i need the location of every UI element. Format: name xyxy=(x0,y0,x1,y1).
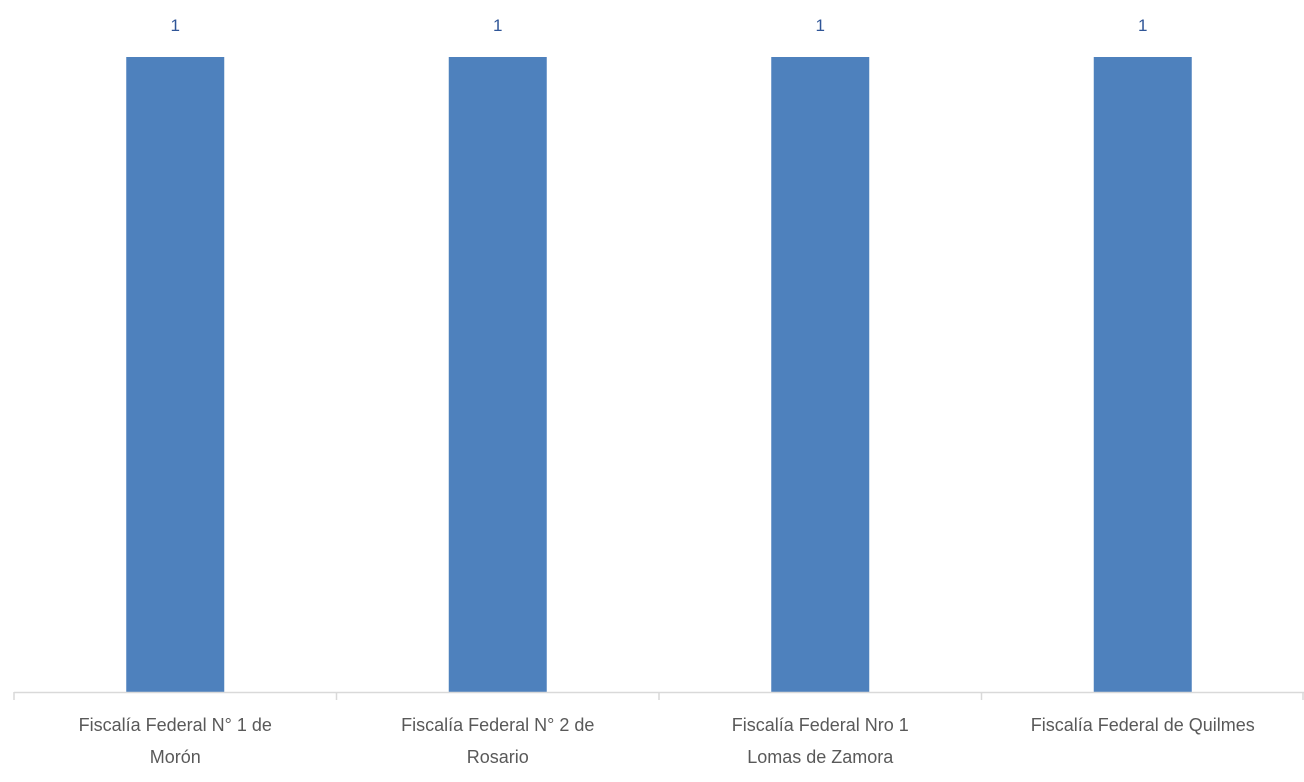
x-tick-label-4-line-1: Fiscalía Federal de Quilmes xyxy=(1031,715,1255,735)
x-tick-label-2-line-2: Rosario xyxy=(467,747,529,767)
x-tick-label-2-line-1: Fiscalía Federal N° 2 de xyxy=(401,715,594,735)
x-tick-label-3: Fiscalía Federal Nro 1 Lomas de Zamora xyxy=(732,715,909,767)
x-axis xyxy=(13,691,1304,700)
data-label-3: 1 xyxy=(816,16,825,35)
x-tick-label-1: Fiscalía Federal N° 1 de Morón xyxy=(79,715,272,767)
bar-3 xyxy=(771,57,870,692)
x-tick-label-3-line-1: Fiscalía Federal Nro 1 xyxy=(732,715,909,735)
x-tick-label-1-line-2: Morón xyxy=(150,747,201,767)
data-labels-layer: 1 1 1 1 xyxy=(171,16,1148,35)
x-tick-label-3-line-2: Lomas de Zamora xyxy=(747,747,894,767)
bar-2 xyxy=(448,57,547,692)
data-label-1: 1 xyxy=(171,16,180,35)
x-tick-label-1-line-1: Fiscalía Federal N° 1 de xyxy=(79,715,272,735)
x-tick-label-4: Fiscalía Federal de Quilmes xyxy=(1031,715,1255,735)
data-label-4: 1 xyxy=(1138,16,1147,35)
bar-1 xyxy=(126,57,225,692)
bars-layer xyxy=(126,57,1192,692)
x-tick-label-2: Fiscalía Federal N° 2 de Rosario xyxy=(401,715,594,767)
bar-4 xyxy=(1093,57,1192,692)
data-label-2: 1 xyxy=(493,16,502,35)
